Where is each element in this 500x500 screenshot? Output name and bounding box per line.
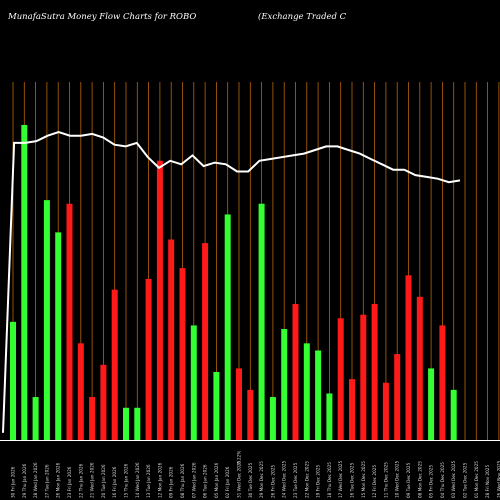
x-tick-label: 08 Thu Jan 2026 <box>180 463 185 498</box>
bar <box>371 303 378 440</box>
x-tick-label: 12 Fri Dec 2025 <box>372 465 377 498</box>
x-tick-label: 06 Tue Jan 2026 <box>203 464 208 498</box>
x-tick-label: 29 Mon Dec 2025 <box>259 461 264 498</box>
x-tick-label: 26 Mon Jan 2026 <box>56 462 61 498</box>
x-axis-ticks: 30 Fri Jan 2026 29 Thu Jan 2026 28 Wed Jan… <box>11 451 500 498</box>
bar <box>428 368 435 440</box>
bar <box>281 329 288 440</box>
x-tick-label: 27 Tue Jan 2026 <box>44 464 49 498</box>
x-tick-label: 29 Thu Jan 2026 <box>22 463 27 498</box>
bar <box>326 393 333 440</box>
bar <box>190 325 197 440</box>
x-tick-label: 26 Wed Nov 2025 <box>496 460 500 498</box>
bar <box>439 325 446 440</box>
x-tick-label: 30 Tue Dec 2025 <box>248 462 253 498</box>
x-tick-label: 15 Mon Dec 2025 <box>361 461 366 498</box>
x-tick-label: 14 Wed Jan 2026 <box>135 462 140 498</box>
bar <box>202 243 209 440</box>
bar <box>382 382 389 440</box>
bar <box>66 203 73 440</box>
bar <box>416 296 423 440</box>
bar <box>89 397 96 440</box>
bar <box>405 275 412 440</box>
bar <box>134 407 141 440</box>
x-tick-label: 02 Tue Dec 2025 <box>463 462 468 498</box>
x-tick-label: 05 Fri Dec 2025 <box>429 465 434 498</box>
price-line-series <box>2 131 461 433</box>
bar <box>394 354 401 440</box>
bar <box>111 289 118 440</box>
x-tick-label: 13 Tue Jan 2026 <box>146 464 151 498</box>
bar <box>269 397 276 440</box>
chart-title-right: (Exchange Traded C <box>258 12 347 22</box>
x-tick-label: 26 Fri Dec 2025 <box>270 465 275 498</box>
bar <box>100 364 107 440</box>
bar <box>179 268 186 440</box>
x-tick-label: 16 Tue Dec 2025 <box>350 462 355 498</box>
x-tick-label: 15 Thu Jan 2026 <box>124 463 129 498</box>
x-tick-label: 10 Wed Dec 2025 <box>395 460 400 498</box>
bar <box>349 379 355 440</box>
x-tick-label: 18 Thu Dec 2025 <box>327 462 332 498</box>
bar <box>236 368 242 440</box>
bar <box>156 160 163 440</box>
x-tick-label: 22 Mon Dec 2025 <box>304 461 309 498</box>
bar <box>292 303 299 440</box>
x-tick-label: 08 Mon Dec 2025 <box>417 461 422 498</box>
bar <box>10 321 16 440</box>
x-tick-label: 23 Fri Jan 2026 <box>67 466 72 498</box>
x-tick-label: 11 Thu Dec 2025 <box>383 462 388 498</box>
x-tick-label: 30 Fri Jan 2026 <box>11 466 16 498</box>
x-tick-label: 19 Fri Dec 2025 <box>316 465 321 498</box>
x-tick-label: 09 Fri Jan 2026 <box>169 466 174 498</box>
x-tick-label: 31 Wed Dec 2025 <box>237 460 242 498</box>
price-line <box>2 131 461 433</box>
bar <box>303 343 310 440</box>
bar <box>337 318 344 440</box>
bar <box>55 232 62 440</box>
x-tick-label: 28 Wed Jan 2026 <box>33 462 38 498</box>
x-tick-label: 02 Fri Jan 2026 <box>225 466 230 498</box>
bar <box>315 350 322 440</box>
x-tick-label: 24 Wed Dec 2025 <box>282 460 287 498</box>
extra-label: 0.22% <box>237 451 242 464</box>
x-tick-label: 01 Mon Dec 2025 <box>474 461 479 498</box>
x-tick-label: 21 Wed Jan 2026 <box>90 462 95 498</box>
x-tick-label: 12 Mon Jan 2026 <box>157 462 162 498</box>
bar <box>77 343 84 440</box>
bar <box>168 239 175 440</box>
x-tick-label: 22 Thu Jan 2026 <box>78 463 83 498</box>
x-tick-label: 23 Tue Dec 2025 <box>293 462 298 498</box>
bar <box>224 214 231 440</box>
bar <box>21 124 28 441</box>
x-tick-label: 03 Wed Dec 2025 <box>451 460 456 498</box>
x-tick-label: 09 Tue Dec 2025 <box>406 462 411 498</box>
bar <box>247 389 254 440</box>
x-tick-label: 07 Wed Jan 2026 <box>191 462 196 498</box>
chart-title-left: MunafaSutra Money Flow Charts for ROBO <box>8 12 197 22</box>
bar <box>450 389 457 440</box>
chart-title: MunafaSutra Money Flow Charts for ROBO (… <box>0 12 500 26</box>
x-tick-label: 04 Thu Dec 2025 <box>440 462 445 498</box>
x-tick-label: 20 Tue Jan 2026 <box>101 464 106 498</box>
bar <box>123 407 129 440</box>
x-tick-label: 17 Wed Dec 2025 <box>338 460 343 498</box>
bar <box>43 200 50 440</box>
x-tick-label: 16 Fri Jan 2026 <box>112 466 117 498</box>
bar <box>213 371 220 440</box>
bar <box>32 397 39 440</box>
bar <box>145 278 152 440</box>
x-tick-label: 28 Fri Nov 2025 <box>485 465 490 498</box>
bar <box>258 203 265 440</box>
bar <box>360 314 367 440</box>
bar-series <box>10 124 457 441</box>
x-tick-label: 05 Mon Jan 2026 <box>214 462 219 498</box>
